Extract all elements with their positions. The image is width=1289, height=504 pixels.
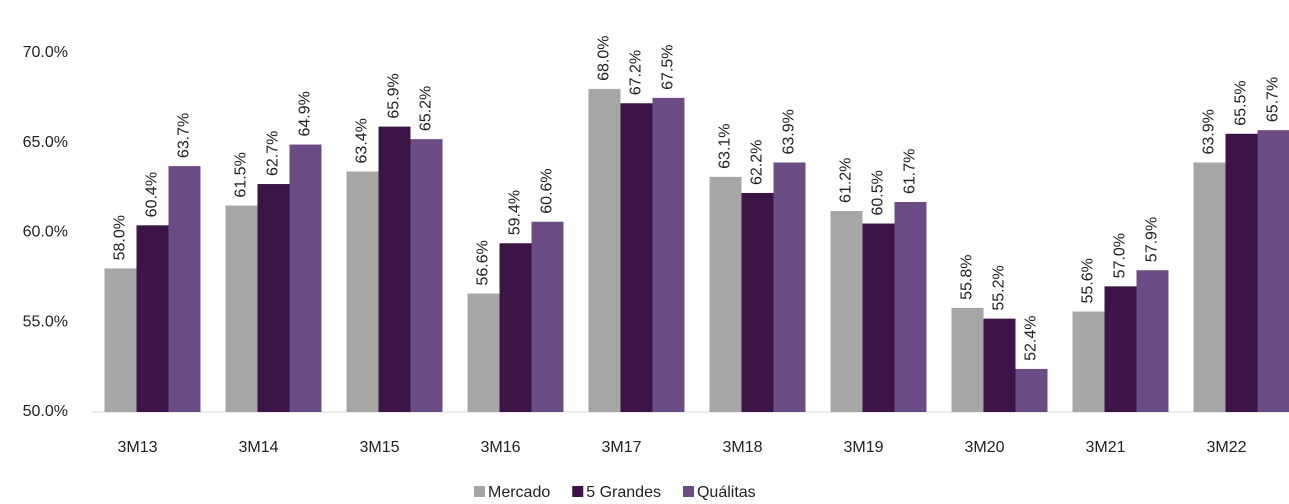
bar — [346, 171, 379, 412]
value-label: 65.7% — [1265, 77, 1282, 122]
value-label: 65.5% — [1233, 80, 1250, 125]
bar — [467, 293, 500, 412]
legend-label: Mercado — [488, 484, 550, 501]
bar — [1136, 270, 1169, 412]
bar — [104, 268, 137, 412]
value-label: 67.2% — [628, 50, 645, 95]
value-label: 67.5% — [660, 45, 677, 90]
bar — [951, 307, 984, 412]
value-label: 52.4% — [1023, 316, 1040, 361]
value-label: 63.1% — [717, 123, 734, 168]
value-label: 55.6% — [1080, 258, 1097, 303]
bar — [588, 88, 621, 413]
bar — [1015, 368, 1048, 412]
value-label: 62.7% — [265, 131, 282, 176]
bar — [1225, 133, 1258, 412]
value-label: 63.4% — [354, 118, 371, 163]
bar — [1104, 286, 1137, 412]
value-label: 65.9% — [386, 73, 403, 118]
x-tick-label: 3M14 — [238, 439, 278, 456]
value-label: 61.7% — [902, 149, 919, 194]
y-tick-label: 70.0% — [23, 44, 68, 61]
bar — [225, 205, 258, 412]
value-label: 57.0% — [1112, 233, 1129, 278]
value-label: 57.9% — [1144, 217, 1161, 262]
bar — [168, 166, 201, 412]
x-tick-label: 3M18 — [722, 439, 762, 456]
value-label: 64.9% — [297, 91, 314, 136]
bar — [620, 103, 653, 412]
x-tick-label: 3M15 — [359, 439, 399, 456]
value-label: 56.6% — [475, 240, 492, 285]
value-label: 58.0% — [112, 215, 129, 260]
bar — [378, 126, 411, 412]
bar — [410, 139, 443, 412]
value-label: 60.4% — [144, 172, 161, 217]
value-label: 61.5% — [233, 152, 250, 197]
legend-swatch — [474, 486, 485, 497]
value-label: 65.2% — [418, 86, 435, 131]
legend-swatch — [682, 486, 694, 497]
value-label: 60.6% — [539, 168, 556, 213]
y-tick-label: 55.0% — [23, 313, 68, 330]
value-label: 68.0% — [596, 36, 613, 81]
bar — [709, 176, 742, 412]
y-tick-label: 65.0% — [23, 134, 68, 151]
value-label: 63.9% — [1201, 109, 1218, 154]
bar — [531, 221, 564, 412]
value-label: 61.2% — [838, 158, 855, 203]
bar — [894, 201, 927, 412]
y-tick-label: 50.0% — [23, 403, 68, 420]
bar — [1257, 130, 1289, 412]
x-tick-label: 3M13 — [117, 439, 157, 456]
value-label: 63.9% — [781, 109, 798, 154]
value-label: 62.2% — [749, 140, 766, 185]
value-label: 55.2% — [991, 265, 1008, 310]
value-label: 55.8% — [959, 255, 976, 300]
x-tick-label: 3M16 — [480, 439, 520, 456]
bar — [652, 97, 685, 412]
bar — [136, 225, 169, 412]
bar — [499, 243, 532, 412]
bar — [983, 318, 1016, 412]
bar — [1193, 162, 1226, 412]
x-tick-label: 3M21 — [1085, 439, 1125, 456]
x-tick-label: 3M17 — [601, 439, 641, 456]
x-tick-label: 3M22 — [1206, 439, 1246, 456]
legend-swatch — [572, 486, 584, 497]
value-label: 59.4% — [507, 190, 524, 235]
legend-label: Quálitas — [697, 484, 756, 501]
bar — [773, 162, 806, 412]
value-label: 63.7% — [176, 113, 193, 158]
legend-label: 5 Grandes — [586, 484, 661, 501]
bar — [862, 223, 895, 412]
bar — [1072, 311, 1105, 412]
x-tick-label: 3M19 — [843, 439, 883, 456]
bar — [830, 210, 863, 412]
value-label: 60.5% — [870, 170, 887, 215]
bar — [257, 184, 290, 412]
bar — [289, 144, 322, 413]
x-tick-label: 3M20 — [964, 439, 1004, 456]
y-tick-label: 60.0% — [23, 224, 68, 241]
bar — [741, 193, 774, 412]
